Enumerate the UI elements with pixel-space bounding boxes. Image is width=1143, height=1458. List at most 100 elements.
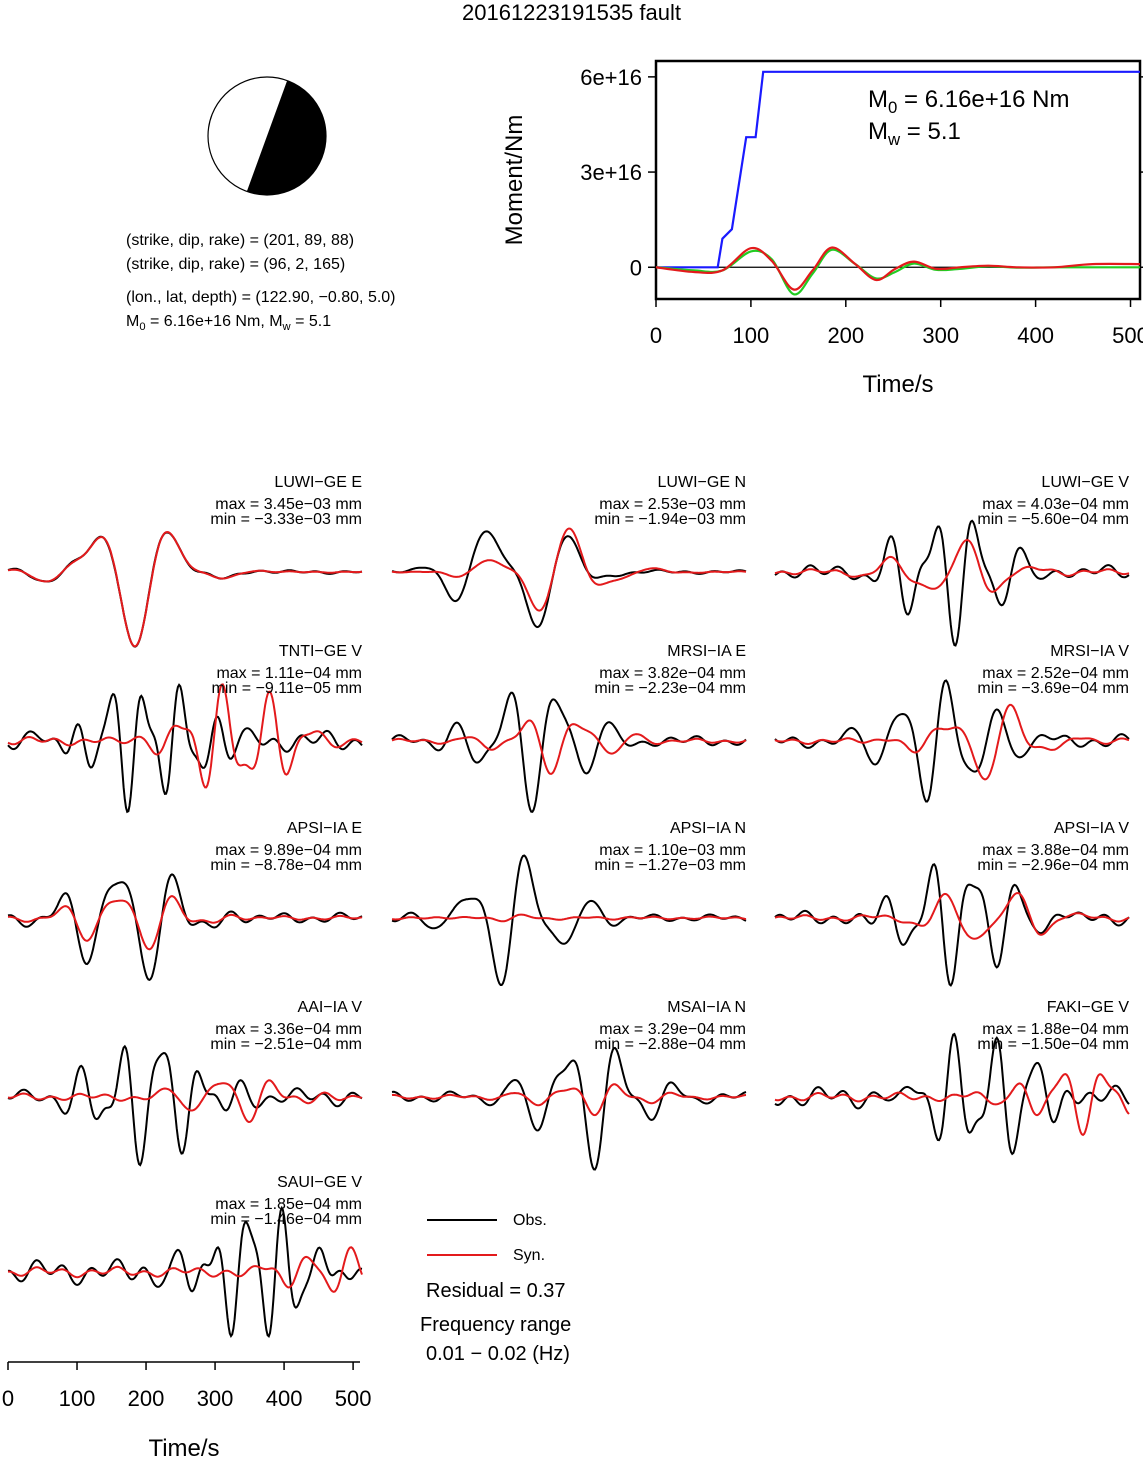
trace-obs-line — [7, 873, 363, 982]
mechanism-line-2: (strike, dip, rake) = (96, 2, 165) — [126, 256, 346, 273]
trace-max-label: max = 3.36e−04 mm — [215, 1021, 362, 1038]
trace-station-label: MSAI−IA N — [667, 999, 746, 1016]
mechanism-moment: M0 = 6.16e+16 Nm, Mw = 5.1 — [126, 313, 332, 334]
trace-min-label: min = −3.69e−04 mm — [977, 680, 1129, 697]
trace-min-label: min = −2.51e−04 mm — [210, 1036, 362, 1053]
waveform-time-axis: 0 100 200 300 400 500 Time/s — [2, 1361, 372, 1458]
moment-series-line — [655, 248, 1141, 296]
trace-syn-line — [7, 530, 363, 648]
moment-series-line — [656, 70, 1140, 269]
moment-x-axis-label: Time/s — [862, 371, 933, 398]
trace-min-label: min = −9.11e−05 mm — [212, 680, 362, 697]
trace-min-label: min = −2.96e−04 mm — [977, 857, 1129, 874]
mechanism-location: (lon., lat, depth) = (122.90, −0.80, 5.0… — [126, 289, 396, 306]
moment-y-tick-label: 6e+16 — [580, 65, 642, 90]
trace-station-label: LUWI−GE N — [658, 474, 746, 491]
residual-label: Residual = 0.37 — [426, 1280, 566, 1302]
figure-title: 20161223191535 fault — [462, 0, 681, 25]
trace-obs-line — [774, 863, 1130, 987]
trace-syn-line — [774, 538, 1130, 593]
trace-max-label: max = 3.88e−04 mm — [982, 842, 1129, 859]
moment-x-tick-label: 100 — [733, 323, 770, 348]
trace-max-label: max = 2.53e−03 mm — [599, 496, 746, 513]
trace-max-label: max = 1.10e−03 mm — [599, 842, 746, 859]
trace-syn-line — [7, 1246, 363, 1293]
trace-min-label: min = −3.33e−03 mm — [210, 511, 362, 528]
trace-max-label: max = 2.52e−04 mm — [982, 665, 1129, 682]
trace-syn-line — [391, 913, 747, 923]
trace-syn-line — [391, 719, 747, 775]
trace-max-label: max = 3.45e−03 mm — [215, 496, 362, 513]
trace-min-label: min = −1.94e−03 mm — [594, 511, 746, 528]
trace-syn-line — [7, 1079, 363, 1124]
trace-min-label: min = −5.60e−04 mm — [977, 511, 1129, 528]
moment-annotation-mw-value: 5.1 — [927, 118, 961, 145]
trace-station-label: APSI−IA V — [1054, 820, 1129, 837]
time-axis-tick-label: 400 — [266, 1386, 303, 1411]
moment-y-axis-label: Moment/Nm — [501, 115, 528, 246]
trace-syn-line — [391, 527, 747, 612]
beachball-compressional-quadrant — [246, 80, 326, 195]
trace-station-label: TNTI−GE V — [279, 643, 362, 660]
trace-syn-line — [774, 1073, 1130, 1137]
trace-min-label: min = −2.88e−04 mm — [594, 1036, 746, 1053]
legend-obs-label: Obs. — [513, 1212, 547, 1229]
trace-obs-line — [7, 683, 363, 814]
trace-obs-line — [391, 691, 747, 813]
trace-obs-line — [391, 854, 747, 986]
trace-obs-line — [7, 531, 363, 648]
moment-annotation-mw: Mw = 5.1 — [868, 118, 961, 149]
trace-station-label: AAI−IA V — [298, 999, 363, 1016]
trace-max-label: max = 9.89e−04 mm — [215, 842, 362, 859]
time-axis-tick-label: 100 — [59, 1386, 96, 1411]
focal-mechanism-beachball — [207, 76, 327, 196]
trace-max-label: max = 1.85e−04 mm — [215, 1196, 362, 1213]
moment-mw-value: 5.1 — [308, 313, 332, 330]
trace-max-label: max = 3.82e−04 mm — [599, 665, 746, 682]
trace-max-label: max = 1.88e−04 mm — [982, 1021, 1129, 1038]
time-axis-tick-label: 500 — [335, 1386, 372, 1411]
trace-max-label: max = 4.03e−04 mm — [982, 496, 1129, 513]
trace-obs-line — [7, 1044, 363, 1167]
trace-max-label: max = 1.11e−04 mm — [216, 665, 362, 682]
moment-m0-value: 6.16e+16 Nm — [163, 313, 261, 330]
moment-x-tick-label: 200 — [827, 323, 864, 348]
trace-station-label: LUWI−GE V — [1041, 474, 1129, 491]
trace-min-label: min = −8.78e−04 mm — [210, 857, 362, 874]
trace-obs-line — [774, 519, 1130, 647]
trace-station-label: SAUI−GE V — [277, 1174, 362, 1191]
trace-station-label: APSI−IA N — [670, 820, 746, 837]
moment-y-tick-label: 3e+16 — [580, 160, 642, 185]
moment-x-tick-label: 300 — [922, 323, 959, 348]
legend-syn-label: Syn. — [513, 1247, 546, 1264]
time-axis-tick-label: 200 — [128, 1386, 165, 1411]
trace-min-label: min = −2.23e−04 mm — [594, 680, 746, 697]
moment-annotation-m0-value: 6.16e+16 Nm — [924, 86, 1070, 113]
trace-station-label: LUWI−GE E — [274, 474, 362, 491]
trace-station-label: APSI−IA E — [287, 820, 362, 837]
frequency-range-label: Frequency range — [420, 1314, 572, 1336]
time-axis-tick-label: 0 — [2, 1386, 14, 1411]
moment-x-tick-label: 0 — [650, 323, 662, 348]
time-axis-tick-label: 300 — [197, 1386, 234, 1411]
mechanism-line-1: (strike, dip, rake) = (201, 89, 88) — [126, 232, 355, 249]
trace-min-label: min = −1.46e−04 mm — [210, 1211, 362, 1228]
trace-station-label: MRSI−IA V — [1050, 643, 1129, 660]
trace-syn-line — [7, 683, 363, 789]
trace-obs-line — [391, 1046, 747, 1171]
trace-station-label: FAKI−GE V — [1047, 999, 1130, 1016]
time-axis-label: Time/s — [148, 1435, 219, 1458]
trace-syn-line — [7, 895, 363, 951]
moment-series-line — [655, 246, 1141, 291]
trace-syn-line — [391, 1083, 747, 1117]
moment-rate-plot: 0 100 200 300 400 500 0 3e+16 6e+16 Time/s Moment/… — [501, 59, 1143, 398]
trace-station-label: MRSI−IA E — [667, 643, 746, 660]
moment-plot-frame — [654, 59, 1142, 301]
trace-obs-line — [391, 530, 747, 629]
trace-max-label: max = 3.29e−04 mm — [599, 1021, 746, 1038]
moment-x-tick-label: 400 — [1017, 323, 1054, 348]
trace-syn-line — [774, 703, 1130, 781]
moment-x-tick-label: 500 — [1112, 323, 1143, 348]
